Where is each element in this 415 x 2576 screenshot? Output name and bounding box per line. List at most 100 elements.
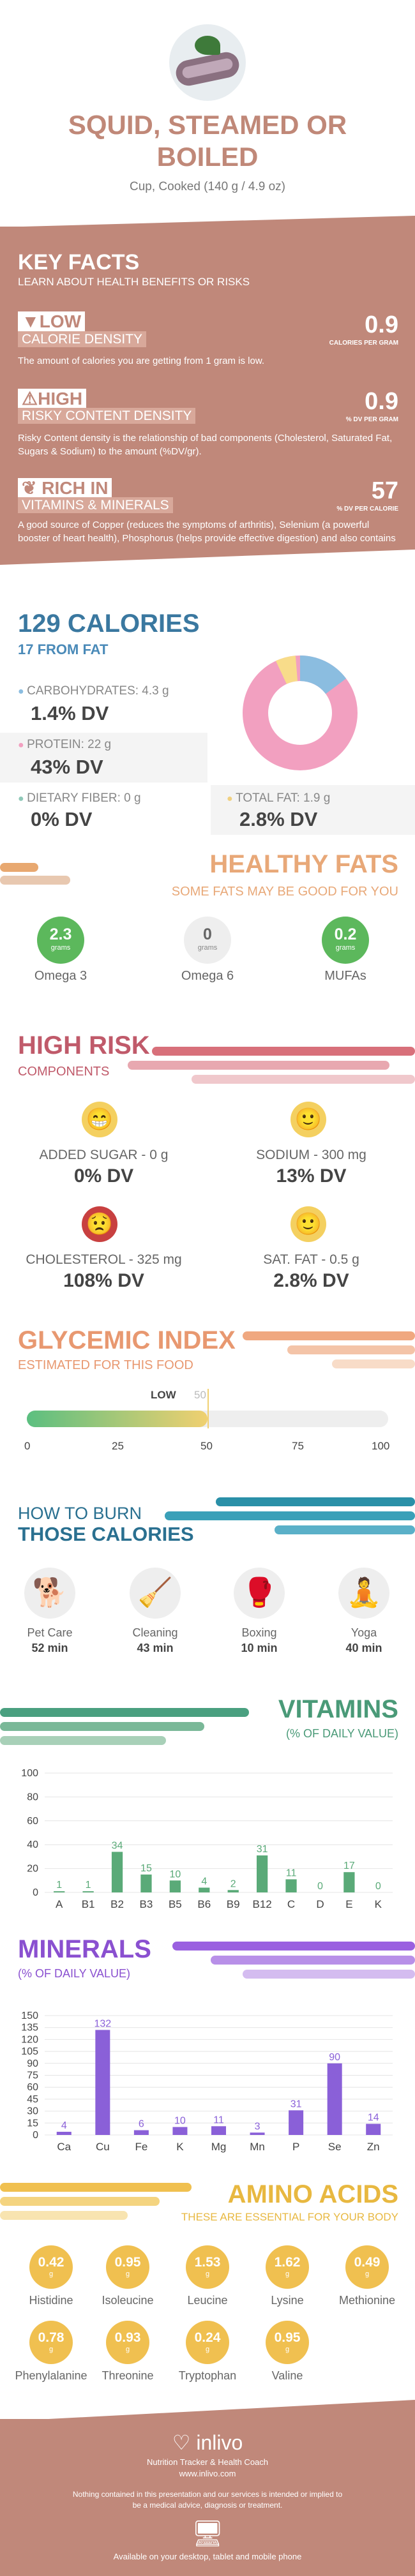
- vitamin-value-label: 2: [230, 1878, 236, 1889]
- boxing-icon: 🥊: [234, 1568, 285, 1619]
- mineral-value-label: 132: [94, 2018, 111, 2029]
- amino-name: Histidine: [29, 2294, 73, 2307]
- fiber-label: DIETARY FIBER: 0 g: [27, 791, 141, 805]
- mineral-category-label: P: [292, 2141, 299, 2153]
- vitamin-y-tick: 80: [27, 1792, 38, 1802]
- down-arrow-icon: ▼: [22, 311, 40, 331]
- mineral-value-label: 10: [174, 2116, 186, 2127]
- stripe: [0, 863, 38, 872]
- carbs-dv: 1.4% DV: [31, 702, 109, 724]
- amino-name: Lysine: [271, 2294, 304, 2307]
- donut-carbs: [243, 655, 358, 770]
- fat-row: [211, 785, 415, 835]
- cholesterol-dv: 108% DV: [63, 1270, 144, 1291]
- vitamin-value-label: 10: [169, 1869, 181, 1880]
- footer-disclaimer: Nothing contained in this presentation a…: [72, 2490, 343, 2510]
- vitamin-bar: [169, 1880, 181, 1892]
- fact-vitamins: ❦ RICH IN: [18, 477, 112, 498]
- mineral-bar: [133, 2130, 149, 2135]
- burn-time: 10 min: [241, 1642, 278, 1654]
- serving-size: Cup, Cooked (140 g / 4.9 oz): [130, 180, 285, 193]
- vitamin-bar: [111, 1852, 123, 1892]
- mineral-value-label: 31: [290, 2099, 302, 2109]
- fact-label: VITAMINS & MINERALS: [18, 497, 173, 513]
- amino-value: 1.53: [194, 2255, 221, 2270]
- stripe: [192, 1075, 415, 1084]
- vitamin-category-label: D: [316, 1898, 324, 1910]
- fact-level: ▼LOW: [18, 311, 86, 331]
- amino-grid: 0.42 g Histidine 0.95 g Isoleucine 1.53 g Leucin…: [0, 2240, 415, 2406]
- cholesterol-sad-icon: 😟: [82, 1206, 117, 1242]
- vitamin-value-label: 15: [140, 1863, 152, 1874]
- stripe: [0, 2183, 192, 2192]
- key-facts-title: KEY FACTS: [18, 250, 140, 274]
- food-image: [169, 24, 246, 101]
- vitamin-y-tick: 60: [27, 1816, 38, 1827]
- amino-value: 0.78: [38, 2330, 64, 2345]
- mineral-value-label: 90: [329, 2052, 340, 2063]
- devices-icon: 🖥: [191, 2520, 224, 2548]
- stripe: [332, 1359, 415, 1368]
- glycemic-marker: [207, 1389, 209, 1428]
- page-title-line2: BOILED: [156, 142, 259, 172]
- carbs-dot-icon: ●: [18, 686, 24, 697]
- amino-circle: 0.93 g: [106, 2321, 149, 2364]
- mineral-y-tick: 15: [27, 2118, 38, 2129]
- key-facts-edge: [0, 216, 415, 235]
- amino-unit: g: [365, 2270, 370, 2278]
- fact-risky-density: ⚠HIGH: [18, 388, 87, 409]
- vitamin-bar: [140, 1874, 152, 1892]
- vitamin-value-label: 4: [201, 1876, 207, 1887]
- mineral-category-label: Mn: [250, 2141, 265, 2153]
- stripe: [172, 1942, 415, 1951]
- footer-url: www.inlivo.com: [179, 2469, 236, 2478]
- fiber-dv: 0% DV: [31, 808, 93, 830]
- fiber-dot-icon: ●: [18, 793, 24, 804]
- fact-desc: The amount of calories you are getting f…: [18, 356, 265, 366]
- stripe: [287, 1345, 415, 1354]
- vitamin-value-label: 0: [317, 1881, 323, 1892]
- vitamin-category-label: B9: [227, 1898, 240, 1910]
- glycemic-level: LOW: [151, 1389, 176, 1401]
- heart-logo-icon: ♡: [172, 2431, 191, 2454]
- fact-label: RISKY CONTENT DENSITY: [18, 408, 196, 424]
- vitamin-bar: [227, 1890, 239, 1892]
- burn-title2: THOSE CALORIES: [18, 1523, 194, 1545]
- amino-value: 0.95: [274, 2330, 301, 2345]
- footer-devices: Available on your desktop, tablet and mo…: [113, 2552, 302, 2561]
- satfat-dv: 2.8% DV: [273, 1270, 349, 1291]
- amino-unit: g: [125, 2346, 130, 2353]
- fact-unit: % DV PER GRAM: [345, 416, 398, 423]
- protein-dv: 43% DV: [31, 756, 103, 778]
- vitamin-y-tick: 40: [27, 1839, 38, 1850]
- stripe: [0, 876, 70, 885]
- omega3-label: Omega 3: [34, 969, 87, 983]
- mineral-y-tick: 90: [27, 2058, 38, 2069]
- glycemic-value: 50: [194, 1389, 206, 1401]
- footer: [0, 2419, 415, 2576]
- mineral-category-label: Fe: [135, 2141, 147, 2153]
- burn-activity: Yoga: [351, 1626, 377, 1639]
- fact-desc: Risky Content density is the relationshi…: [18, 433, 393, 457]
- minerals-subtitle: (% OF DAILY VALUE): [18, 1967, 131, 1980]
- amino-value: 0.42: [38, 2255, 64, 2270]
- footer-brand: ♡ inlivo: [172, 2431, 243, 2454]
- gi-tick: 50: [200, 1440, 213, 1452]
- amino-value: 0.24: [194, 2330, 221, 2345]
- calorie-donut-chart: [243, 655, 358, 770]
- burn-activity: Cleaning: [132, 1626, 178, 1639]
- burn-time: 43 min: [137, 1642, 174, 1654]
- gi-tick: 0: [24, 1440, 31, 1452]
- sugar-label: ADDED SUGAR - 0 g: [39, 1148, 169, 1162]
- stripe: [275, 1525, 415, 1534]
- gi-tick: 100: [372, 1440, 390, 1452]
- vitamin-category-label: C: [287, 1898, 295, 1910]
- vitamin-value-label: 34: [112, 1840, 123, 1851]
- stripe: [0, 1736, 166, 1745]
- vitamin-y-tick: 20: [27, 1864, 38, 1875]
- pet-care-icon: 🐕: [24, 1568, 75, 1619]
- protein-row: [0, 733, 207, 783]
- vitamin-value-label: 11: [286, 1868, 297, 1878]
- stripe: [211, 1956, 415, 1965]
- cholesterol-label: CHOLESTEROL - 325 mg: [26, 1252, 182, 1267]
